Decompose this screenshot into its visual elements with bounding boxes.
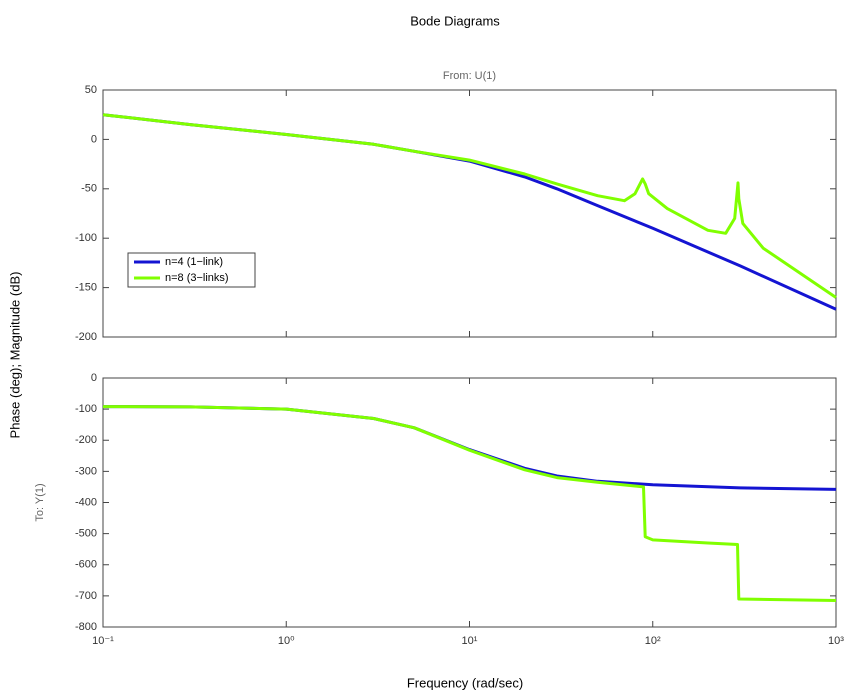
y-tick-label: -600 [75,559,97,571]
plot-area [102,377,837,628]
x-axis-label: Frequency (rad/sec) [407,675,523,690]
subplot-title: From: U(1) [443,70,496,82]
y-tick-label: -300 [75,465,97,477]
x-tick-label: 10⁰ [278,635,295,647]
y-tick-label: -100 [75,403,97,415]
y-tick-label: -200 [75,331,97,343]
y-tick-label: -200 [75,434,97,446]
series-line [102,405,837,602]
y-tick-label: -800 [75,621,97,633]
legend-label: n=4 (1−link) [165,256,223,268]
x-tick-label: 10² [645,635,661,647]
x-tick-label: 10¹ [462,635,478,647]
x-tick-label: 10³ [828,635,844,647]
subplot-y-label: To: Y(1) [34,483,46,521]
y-axis-label: Phase (deg); Magnitude (dB) [7,272,22,439]
plot-area [102,89,837,338]
y-tick-label: -500 [75,528,97,540]
series-line [102,113,837,299]
y-tick-label: -150 [75,282,97,294]
y-tick-label: 50 [85,84,97,96]
y-tick-label: 0 [91,372,97,384]
y-tick-label: -400 [75,496,97,508]
y-tick-label: -50 [81,183,97,195]
x-tick-label: 10⁻¹ [92,635,114,647]
legend-label: n=8 (3−links) [165,272,229,284]
y-tick-label: -700 [75,590,97,602]
legend-box [127,252,256,288]
y-tick-label: 0 [91,133,97,145]
y-tick-label: -100 [75,232,97,244]
figure-title: Bode Diagrams [410,13,500,28]
